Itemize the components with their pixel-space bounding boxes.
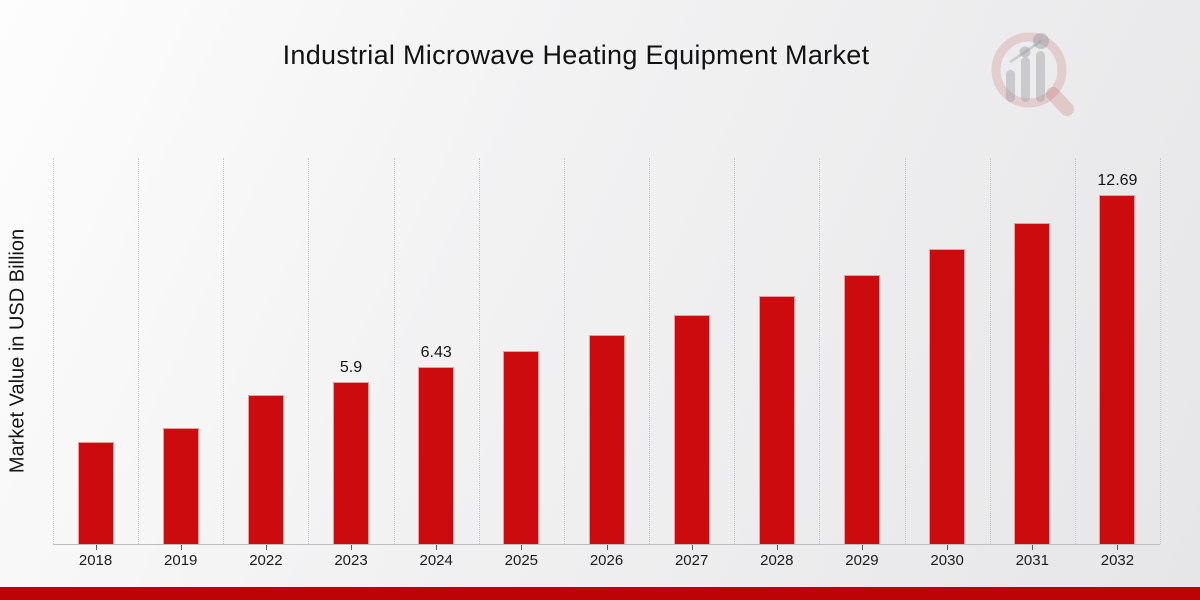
gridline: [989, 158, 991, 544]
bar-2030: [929, 249, 966, 544]
x-axis-tick: [521, 545, 523, 550]
gridline: [819, 158, 821, 544]
x-axis-tick: [776, 545, 778, 550]
x-axis-tick: [691, 545, 693, 550]
logo-trend-dot-icon: [1019, 46, 1031, 58]
bar-2018: [77, 442, 114, 544]
x-label-2032: 2032: [1100, 552, 1135, 569]
gridline: [308, 158, 310, 544]
x-axis-tick: [1117, 545, 1119, 550]
bar-2024: [418, 367, 455, 544]
gridline: [1160, 158, 1161, 544]
bar-2026: [588, 335, 625, 544]
x-label-2029: 2029: [845, 552, 879, 569]
x-label-2025: 2025: [504, 552, 539, 569]
bar-2029: [843, 274, 880, 544]
x-label-2027: 2027: [674, 552, 709, 569]
bar-2019: [162, 427, 199, 544]
chart-title: Industrial Microwave Heating Equipment M…: [282, 40, 870, 70]
gridline: [223, 158, 225, 544]
x-label-2022: 2022: [249, 552, 283, 569]
x-label-2019: 2019: [164, 552, 198, 569]
value-label-2024: 6.43: [420, 344, 452, 362]
logo-trend-line-icon: [1009, 39, 1042, 64]
x-axis-tick: [95, 545, 97, 550]
x-label-2030: 2030: [930, 552, 964, 569]
x-axis-tick: [947, 545, 949, 550]
x-label-2024: 2024: [419, 552, 453, 569]
y-axis-label: Market Value in USD Billion: [6, 228, 29, 474]
magnifier-handle-icon: [1046, 87, 1074, 116]
logo-trend-dot-large-icon: [1033, 33, 1049, 49]
x-axis-tick: [1032, 545, 1034, 550]
gridline: [138, 158, 140, 544]
logo-bar-small-icon: [1006, 70, 1015, 102]
value-label-2023: 5.9: [339, 358, 363, 376]
bar-2025: [503, 351, 540, 544]
value-label-2032: 12.69: [1097, 172, 1138, 190]
x-label-2026: 2026: [589, 552, 624, 569]
x-axis-tick: [861, 545, 863, 550]
x-label-2023: 2023: [334, 552, 368, 569]
x-label-2028: 2028: [760, 552, 794, 569]
bar-2031: [1014, 223, 1051, 544]
x-label-2018: 2018: [78, 552, 113, 569]
gridline: [1074, 158, 1076, 544]
market-research-watermark-logo: [991, 32, 1074, 116]
gridline: [649, 158, 651, 544]
gridline: [53, 158, 54, 544]
magnifier-lens-icon: [991, 32, 1067, 108]
gridline: [904, 158, 906, 544]
x-axis-tick: [265, 545, 267, 550]
bar-2027: [673, 314, 710, 544]
bar-2028: [758, 296, 795, 544]
plot-area: 2018 2019 2022 5.9 2023 6.43 2024 2025 2026 2027 2…: [53, 158, 1161, 569]
gridline: [734, 158, 736, 544]
logo-bar-tall-icon: [1036, 51, 1045, 102]
x-axis-tick: [351, 545, 353, 550]
bar-2023: [333, 381, 370, 544]
logo-bar-medium-icon: [1021, 57, 1030, 102]
x-axis-tick: [436, 545, 438, 550]
x-axis-tick: [180, 545, 182, 550]
x-axis-tick: [606, 545, 608, 550]
x-label-2031: 2031: [1015, 552, 1049, 569]
gridline: [393, 158, 395, 544]
gridline: [478, 158, 480, 544]
bar-2032: [1099, 195, 1136, 544]
footer-accent-bar: [0, 587, 1200, 600]
gridline: [563, 158, 565, 544]
bar-2022: [247, 395, 284, 544]
